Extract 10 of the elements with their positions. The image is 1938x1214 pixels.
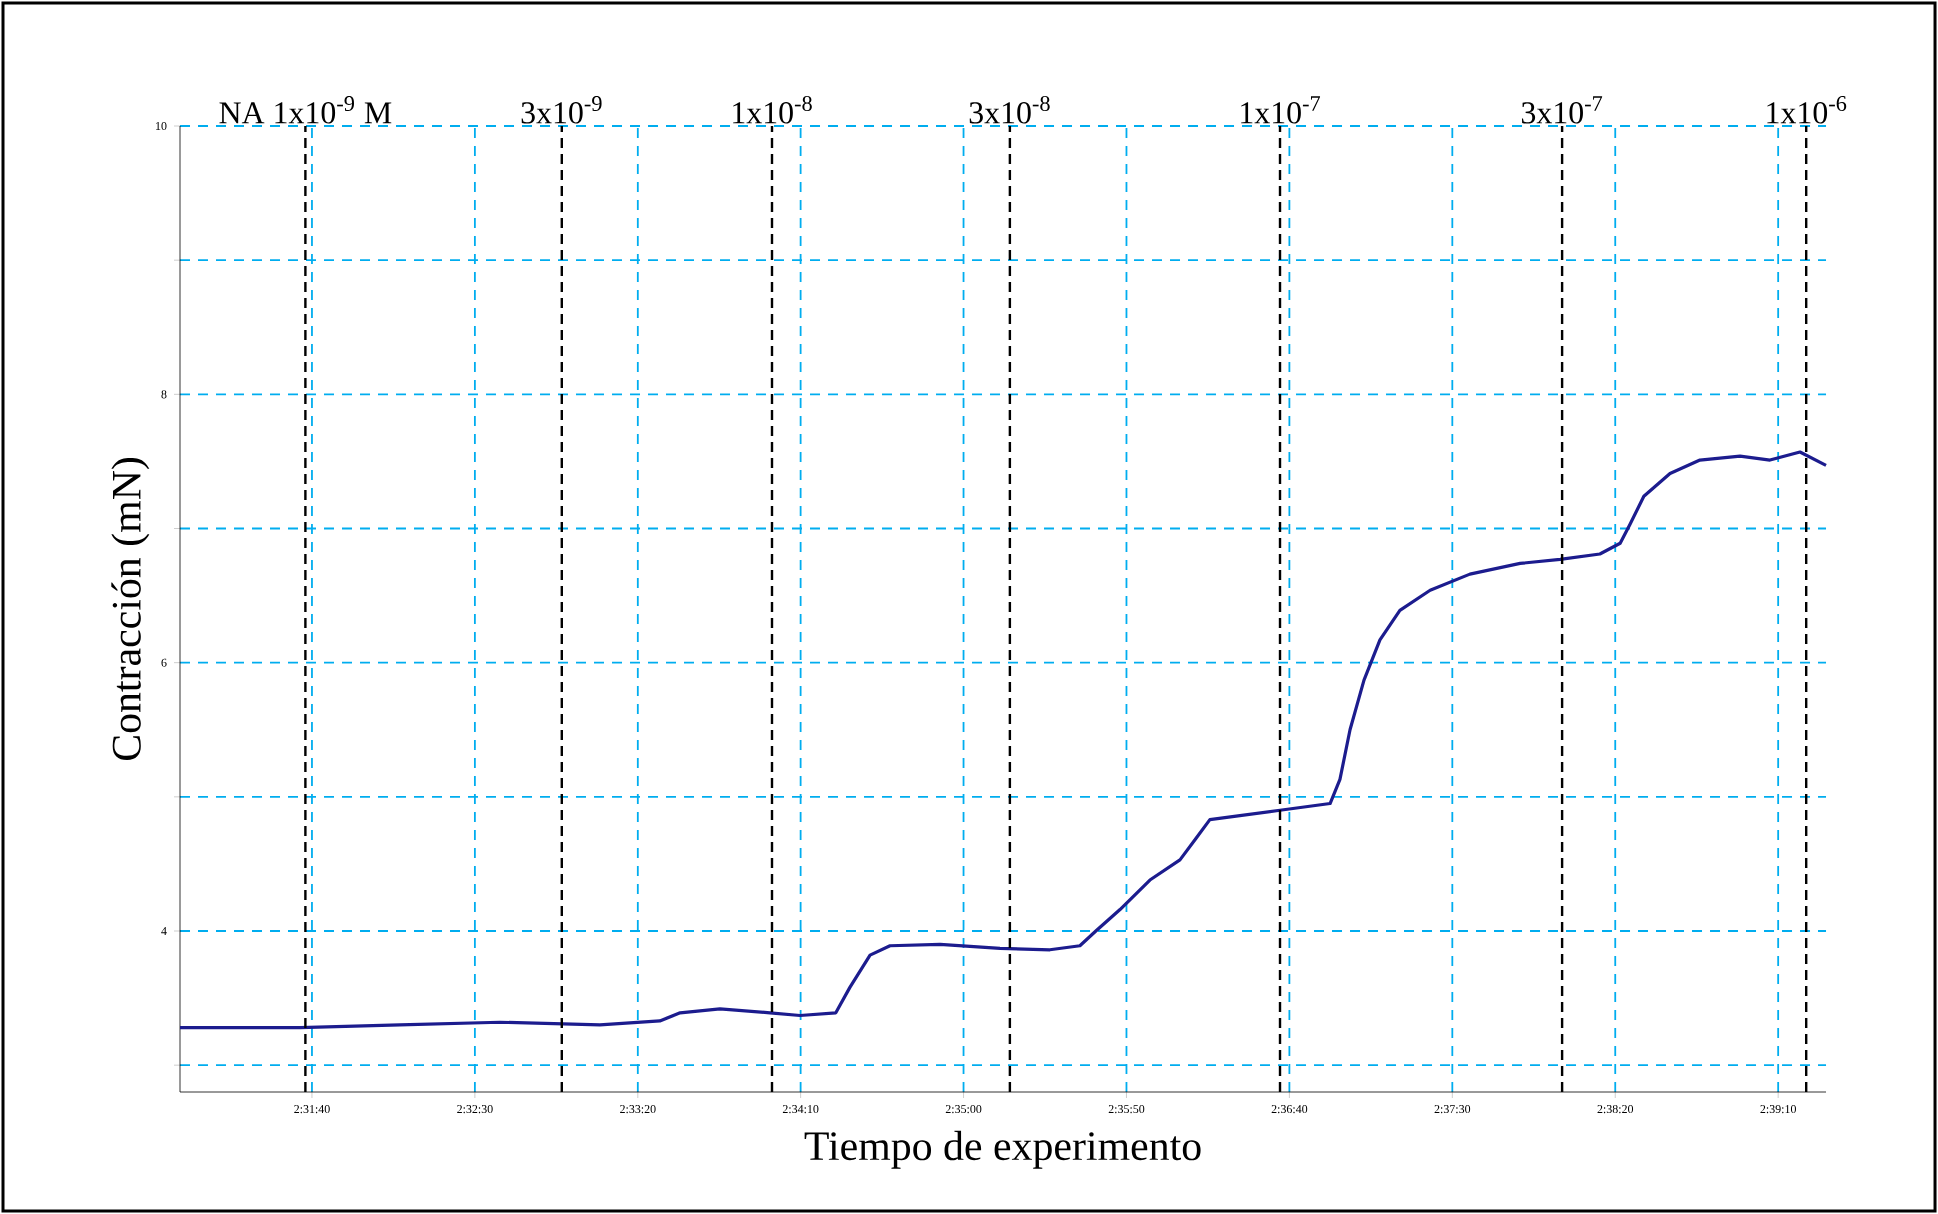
ref-line-label: 3x10$^{-7}$ [1521,96,1603,124]
ref-line-label: 3x10$^{-9}$ [521,96,602,124]
ref-line-label: 1x10$^{-7}$ [1241,96,1321,124]
ref-line-label: 3x10$^{-8}$ [969,95,1050,124]
ref-line-label: 1x10$^{-6}$ [1767,96,1847,124]
line-series [178,450,1828,1030]
x-axis-title: Tiempo de experimento [804,1130,1201,1169]
y-axis-title: Contracción (mN) [111,458,150,761]
ref-line-label: 1x10$^{-8}$ [733,95,812,124]
ref-line-label: NA 1x10$^{-9}$ M [219,96,392,124]
